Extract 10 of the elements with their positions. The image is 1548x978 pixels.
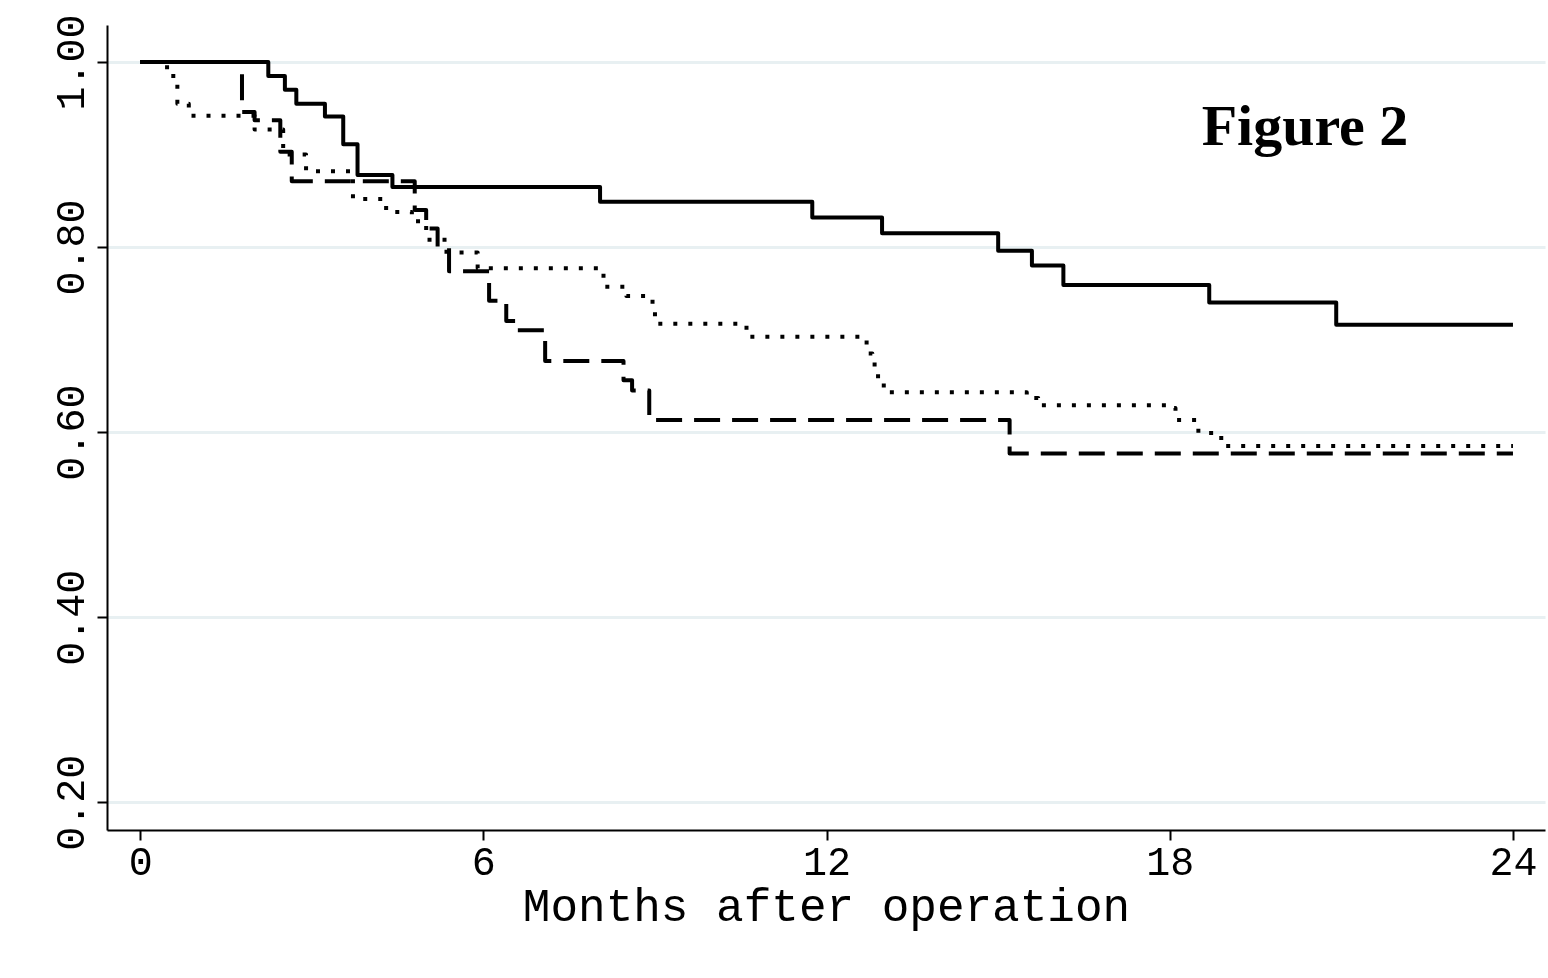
y-tick-label: 0.80	[50, 199, 96, 296]
y-tick-label: 1.00	[50, 14, 96, 111]
x-tick-label: 0	[128, 841, 153, 887]
y-tick-label: 0.60	[50, 384, 96, 481]
y-tick-label: 0.20	[50, 754, 96, 851]
annotation: Figure 2	[1201, 93, 1409, 158]
x-tick-label: 18	[1146, 841, 1195, 887]
y-tick-label: 0.40	[50, 569, 96, 666]
x-tick-label: 24	[1489, 841, 1538, 887]
x-tick-label: 6	[471, 841, 496, 887]
